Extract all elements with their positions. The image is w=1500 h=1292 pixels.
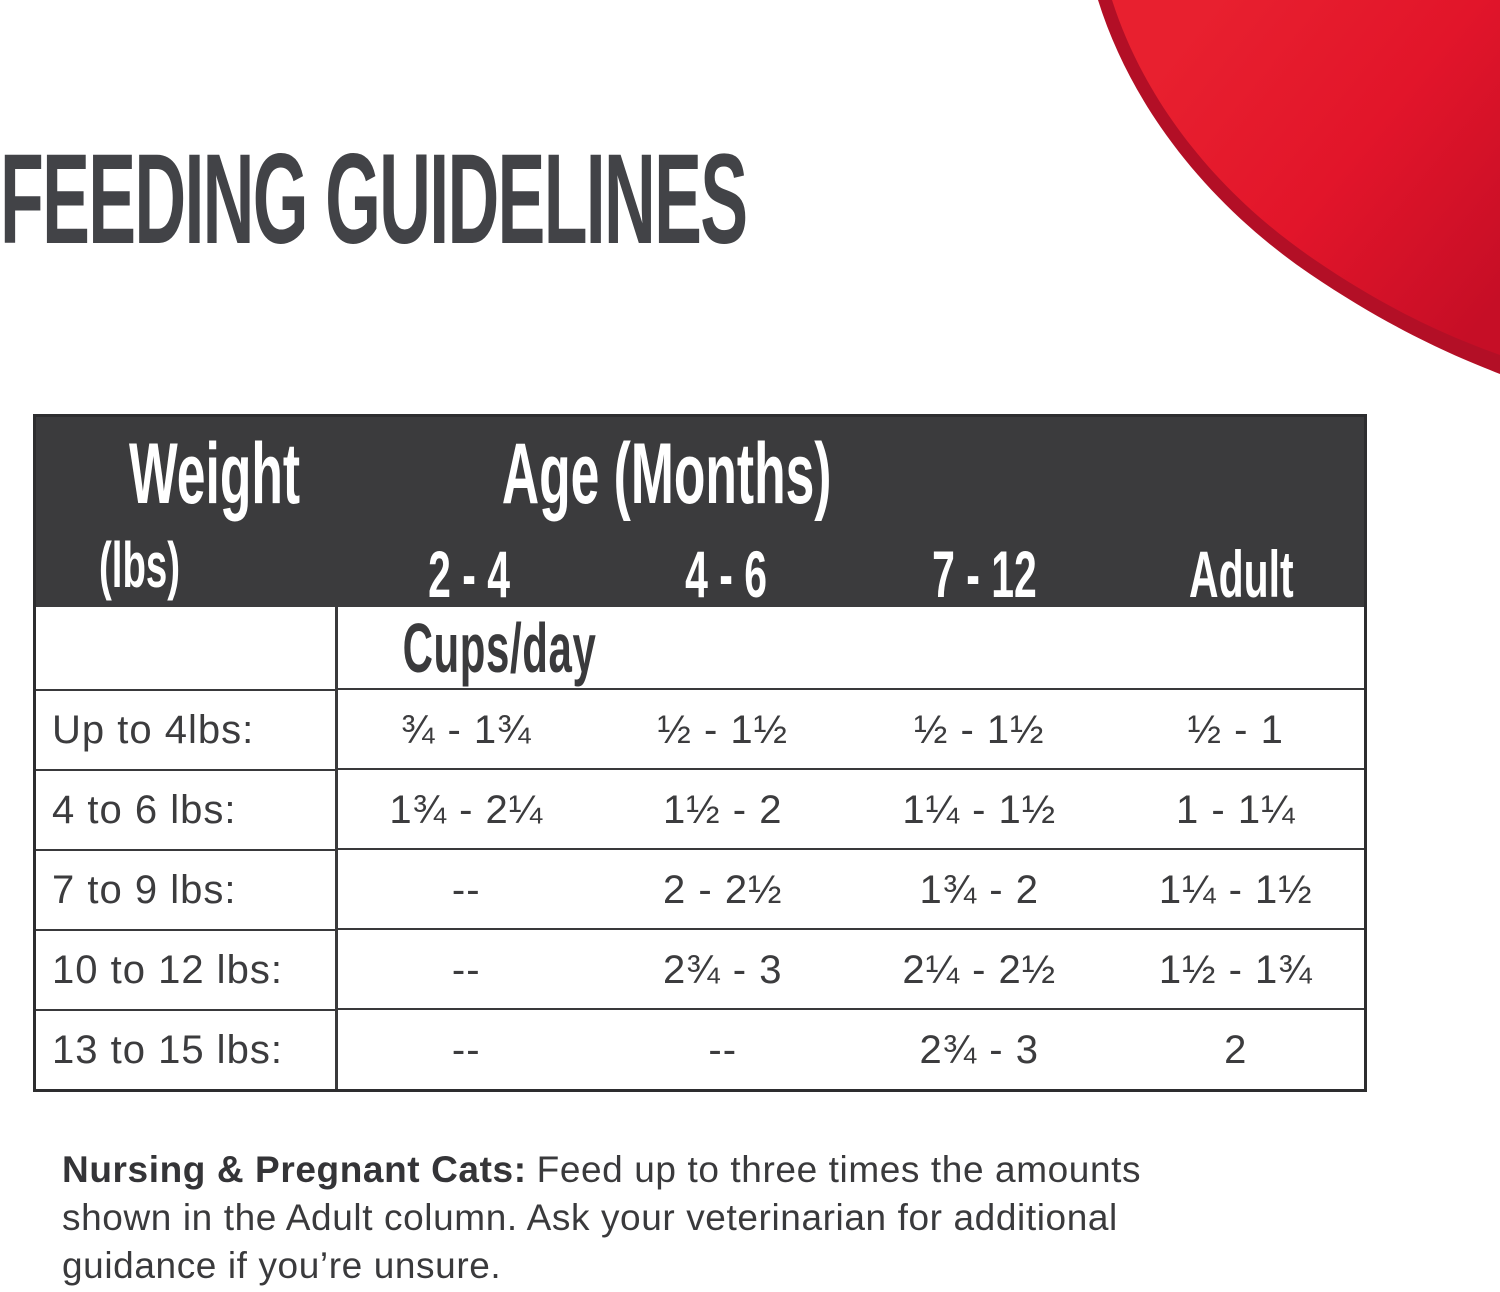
weight-header: Weight bbox=[129, 426, 301, 522]
note-line1: Feed up to three times the amounts bbox=[536, 1149, 1142, 1190]
table-row: 13 to 15 lbs: -- -- 2¾ - 3 2 bbox=[36, 1008, 1364, 1090]
note-lead-label: Nursing & Pregnant Cats: bbox=[62, 1149, 527, 1190]
cups-per-day-label: Cups/day bbox=[402, 609, 597, 687]
value-cell: 1¾ - 2 bbox=[851, 848, 1108, 930]
value-cell: 1¾ - 2¼ bbox=[338, 768, 595, 850]
table-row: 4 to 6 lbs: 1¾ - 2¼ 1½ - 2 1¼ - 1½ 1 - 1… bbox=[36, 768, 1364, 850]
table-header: Weight Age (Months) (lbs) 2 - 4 4 - 6 7 … bbox=[36, 417, 1364, 607]
value-cell: -- bbox=[594, 1008, 851, 1090]
value-cell: 2 bbox=[1107, 1008, 1364, 1090]
weight-cell: 7 to 9 lbs: bbox=[36, 849, 338, 929]
value-cell: 1¼ - 1½ bbox=[851, 768, 1108, 850]
value-cell: 1½ - 1¾ bbox=[1107, 928, 1364, 1010]
weight-unit-label: (lbs) bbox=[99, 529, 181, 601]
value-cell: 2¾ - 3 bbox=[851, 1008, 1108, 1090]
value-cell: ½ - 1½ bbox=[851, 688, 1108, 770]
units-row: Cups/day bbox=[36, 607, 1364, 689]
page-title: FEEDING GUIDELINES bbox=[0, 128, 748, 271]
value-cell: -- bbox=[338, 928, 595, 1010]
value-cell: 2¾ - 3 bbox=[594, 928, 851, 1010]
weight-cell: Up to 4lbs: bbox=[36, 689, 338, 769]
age-column-2-4: 2 - 4 bbox=[428, 537, 510, 611]
red-swoosh-body bbox=[1112, 0, 1500, 355]
value-cell: 2¼ - 2½ bbox=[851, 928, 1108, 1010]
value-cell: ½ - 1½ bbox=[594, 688, 851, 770]
value-cell: 1½ - 2 bbox=[594, 768, 851, 850]
weight-cell: 10 to 12 lbs: bbox=[36, 929, 338, 1009]
units-row-weight-cell bbox=[36, 607, 338, 689]
note-line3: guidance if you’re unsure. bbox=[62, 1245, 502, 1286]
age-column-adult: Adult bbox=[1188, 537, 1294, 611]
age-months-header: Age (Months) bbox=[501, 426, 832, 522]
red-swoosh-rim bbox=[1098, 0, 1500, 374]
table-row: Up to 4lbs: ¾ - 1¾ ½ - 1½ ½ - 1½ ½ - 1 bbox=[36, 688, 1364, 770]
table-row: 7 to 9 lbs: -- 2 - 2½ 1¾ - 2 1¼ - 1½ bbox=[36, 848, 1364, 930]
note-line2: shown in the Adult column. Ask your vete… bbox=[62, 1197, 1118, 1238]
value-cell: ½ - 1 bbox=[1107, 688, 1364, 770]
nursing-pregnant-note: Nursing & Pregnant Cats: Feed up to three… bbox=[62, 1146, 1422, 1290]
value-cell: 2 - 2½ bbox=[594, 848, 851, 930]
weight-cell: 13 to 15 lbs: bbox=[36, 1009, 338, 1089]
value-cell: 1 - 1¼ bbox=[1107, 768, 1364, 850]
table-row: 10 to 12 lbs: -- 2¾ - 3 2¼ - 2½ 1½ - 1¾ bbox=[36, 928, 1364, 1010]
value-cell: ¾ - 1¾ bbox=[338, 688, 595, 770]
feeding-table: Weight Age (Months) (lbs) 2 - 4 4 - 6 7 … bbox=[33, 414, 1367, 1092]
value-cell: -- bbox=[338, 848, 595, 930]
age-column-4-6: 4 - 6 bbox=[685, 537, 767, 611]
weight-cell: 4 to 6 lbs: bbox=[36, 769, 338, 849]
value-cell: -- bbox=[338, 1008, 595, 1090]
value-cell: 1¼ - 1½ bbox=[1107, 848, 1364, 930]
age-column-7-12: 7 - 12 bbox=[931, 537, 1037, 611]
